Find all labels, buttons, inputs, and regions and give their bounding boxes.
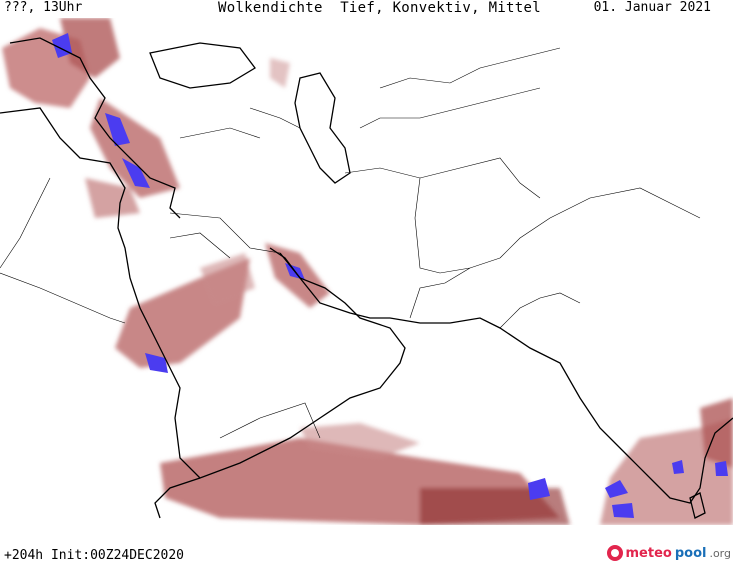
forecast-init-label: +204h Init:00Z24DEC2020 [4,548,185,563]
valid-date-label: 01. Januar 2021 [593,0,711,15]
cloud-density-map [0,18,733,525]
brand-pool: pool [674,545,707,561]
meteopool-logo-icon [606,545,623,561]
meteopool-logo[interactable]: meteo pool .org [606,545,731,561]
map-title: Wolkendichte Tief, Konvektiv, Mittel [218,0,541,16]
coastlines [0,37,733,519]
brand-tld: .org [709,546,731,560]
brand-meteo: meteo [625,545,672,561]
borders [0,47,701,439]
valid-day-label: ???, 13Uhr [4,0,83,15]
footer-bar: +204h Init:00Z24DEC2020 meteo pool .org [0,525,733,566]
cloud-layer [2,18,733,525]
